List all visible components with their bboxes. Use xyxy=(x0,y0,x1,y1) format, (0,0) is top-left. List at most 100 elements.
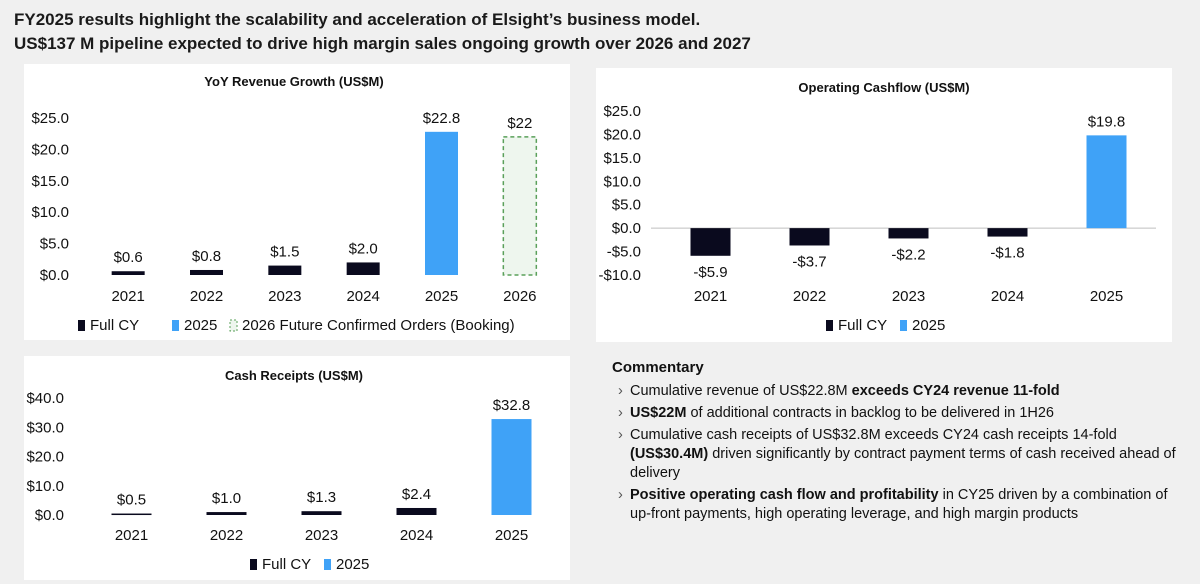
y-tick-label: $5.0 xyxy=(40,236,69,253)
commentary-bold: (US$30.4M) xyxy=(630,446,709,462)
y-tick-label: $10.0 xyxy=(26,478,64,495)
legend-label: 2026 Future Confirmed Orders (Booking) xyxy=(242,317,515,334)
chevron-right-icon: › xyxy=(618,427,623,443)
bar xyxy=(396,507,437,515)
x-tick-label: 2025 xyxy=(495,527,528,544)
y-tick-label: $30.0 xyxy=(26,419,64,436)
x-tick-label: 2024 xyxy=(991,288,1024,305)
receipts-chart-panel: Cash Receipts (US$M) $0.0 $10.0 $20.0 $30.0 $… xyxy=(24,356,570,580)
y-tick-label: $20.0 xyxy=(603,126,641,143)
revenue-chart: YoY Revenue Growth (US$M) $0.0 $5.0 $10.0 $1… xyxy=(31,74,538,334)
commentary-bold: US$22M xyxy=(630,405,687,421)
data-label: $0.6 xyxy=(114,249,143,266)
commentary-list: › Cumulative revenue of US$22.8M exceeds … xyxy=(612,382,1192,524)
commentary-title: Commentary xyxy=(612,359,704,376)
y-tick-label: -$10.0 xyxy=(598,267,641,284)
y-tick-label: $25.0 xyxy=(603,103,641,120)
chevron-right-icon: › xyxy=(618,487,623,503)
legend-swatch xyxy=(78,320,85,331)
x-tick-label: 2024 xyxy=(400,527,433,544)
bar xyxy=(1086,135,1127,229)
data-label: $22.8 xyxy=(423,110,461,127)
y-tick-label: -$5.0 xyxy=(607,244,641,261)
chart-title: YoY Revenue Growth (US$M) xyxy=(204,74,383,89)
x-tick-label: 2022 xyxy=(190,288,223,305)
legend-swatch xyxy=(826,320,833,331)
data-label: $1.0 xyxy=(212,490,241,507)
chart-title: Operating Cashflow (US$M) xyxy=(798,80,969,95)
y-tick-label: $15.0 xyxy=(31,173,69,190)
commentary-item: › Positive operating cash flow and profit… xyxy=(612,486,1192,524)
headline-line-2: US$137 M pipeline expected to drive high… xyxy=(14,34,751,53)
data-label: $1.5 xyxy=(270,244,299,261)
cashflow-chart: Operating Cashflow (US$M) -$10.0 -$5.0 $0.0… xyxy=(598,80,1156,334)
chevron-right-icon: › xyxy=(618,383,623,399)
x-tick-label: 2021 xyxy=(694,288,727,305)
data-label: -$1.8 xyxy=(990,245,1024,262)
bar xyxy=(111,271,145,275)
headline: FY2025 results highlight the scalability… xyxy=(14,8,751,56)
commentary-section: Commentary › Cumulative revenue of US$22.… xyxy=(612,358,1192,527)
bar xyxy=(987,228,1028,237)
data-label: -$3.7 xyxy=(792,253,826,270)
legend-swatch xyxy=(324,559,331,570)
legend-label: 2025 xyxy=(184,317,217,334)
legend-swatch xyxy=(900,320,907,331)
x-tick-label: 2022 xyxy=(210,527,243,544)
data-label: $0.8 xyxy=(192,248,221,265)
x-tick-label: 2023 xyxy=(305,527,338,544)
legend-swatch xyxy=(172,320,179,331)
commentary-text: of additional contracts in backlog to be… xyxy=(686,405,1054,421)
data-label: $2.4 xyxy=(402,486,431,503)
data-label: $32.8 xyxy=(493,397,531,414)
bar xyxy=(346,262,380,275)
commentary-item: › Cumulative cash receipts of US$32.8M ex… xyxy=(612,426,1192,483)
commentary-text: Cumulative revenue of US$22.8M xyxy=(630,383,852,399)
commentary-text: Cumulative cash receipts of US$32.8M exc… xyxy=(630,427,1117,443)
commentary-text: driven significantly by contract payment… xyxy=(630,446,1176,481)
data-label: -$2.2 xyxy=(891,246,925,263)
bar xyxy=(425,131,458,275)
data-label: $1.3 xyxy=(307,489,336,506)
x-tick-label: 2023 xyxy=(268,288,301,305)
y-tick-label: $25.0 xyxy=(31,110,69,127)
legend-label: Full CY xyxy=(838,317,887,334)
cashflow-chart-panel: Operating Cashflow (US$M) -$10.0 -$5.0 $0.0… xyxy=(596,68,1172,342)
bar xyxy=(190,269,223,275)
y-tick-label: $20.0 xyxy=(31,141,69,158)
commentary-bold: exceeds CY24 revenue 11-fold xyxy=(851,383,1060,399)
legend-swatch xyxy=(250,559,257,570)
y-tick-label: $20.0 xyxy=(26,449,64,466)
y-tick-label: $10.0 xyxy=(603,173,641,190)
y-tick-label: $0.0 xyxy=(35,507,64,524)
chart-title: Cash Receipts (US$M) xyxy=(225,368,363,383)
booking-bar xyxy=(502,136,538,276)
legend-label: Full CY xyxy=(90,317,139,334)
x-tick-label: 2023 xyxy=(892,288,925,305)
data-label: $19.8 xyxy=(1088,113,1126,130)
commentary-text: in CY25 driven by a combination of up-fr… xyxy=(630,487,1168,522)
bar xyxy=(301,511,342,515)
y-tick-label: $0.0 xyxy=(612,220,641,237)
revenue-chart-panel: YoY Revenue Growth (US$M) $0.0 $5.0 $10.0 $1… xyxy=(24,64,570,340)
commentary-item: › US$22M of additional contracts in backl… xyxy=(612,404,1192,423)
x-tick-label: 2025 xyxy=(425,288,458,305)
legend-label: Full CY xyxy=(262,556,311,573)
bar xyxy=(491,419,532,515)
data-label: -$5.9 xyxy=(693,264,727,281)
bar xyxy=(111,513,152,516)
legend-label: 2025 xyxy=(912,317,945,334)
x-tick-label: 2024 xyxy=(346,288,379,305)
data-label: $2.0 xyxy=(349,240,378,257)
x-tick-label: 2026 xyxy=(503,288,536,305)
y-tick-label: $40.0 xyxy=(26,390,64,407)
bar xyxy=(789,228,830,246)
y-tick-label: $5.0 xyxy=(612,197,641,214)
x-tick-label: 2021 xyxy=(115,527,148,544)
x-tick-label: 2022 xyxy=(793,288,826,305)
y-tick-label: $0.0 xyxy=(40,267,69,284)
bar xyxy=(206,512,247,515)
data-label: $0.5 xyxy=(117,492,146,509)
y-tick-label: $15.0 xyxy=(603,150,641,167)
legend-swatch xyxy=(229,319,238,332)
